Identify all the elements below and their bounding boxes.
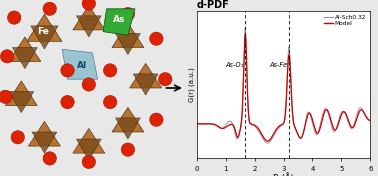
Polygon shape [73, 5, 105, 30]
Text: As-Fe: As-Fe [270, 62, 288, 68]
Polygon shape [76, 16, 101, 37]
Circle shape [150, 113, 163, 126]
Line: Al-Sch0.32: Al-Sch0.32 [197, 28, 370, 143]
X-axis label: R (Å): R (Å) [273, 173, 294, 176]
Polygon shape [76, 139, 101, 160]
Model [368, 120, 373, 122]
Circle shape [8, 11, 21, 24]
Model [300, 134, 305, 137]
Polygon shape [112, 107, 144, 132]
Circle shape [82, 78, 96, 91]
Polygon shape [130, 63, 162, 88]
Circle shape [82, 0, 96, 10]
Polygon shape [27, 14, 62, 41]
Polygon shape [31, 26, 58, 49]
Al-Sch0.32 [368, 119, 373, 121]
Polygon shape [9, 37, 41, 62]
Al-Sch0.32 [300, 134, 305, 137]
Al-Sch0.32 [305, 112, 310, 114]
Polygon shape [112, 23, 144, 48]
Polygon shape [12, 48, 37, 69]
Text: d-PDF: d-PDF [197, 0, 229, 10]
Polygon shape [116, 33, 140, 55]
Model [296, 134, 300, 136]
Polygon shape [32, 132, 57, 153]
Polygon shape [103, 9, 135, 35]
Model [327, 112, 331, 114]
Model [205, 123, 209, 125]
Text: Al: Al [77, 61, 87, 70]
Model [243, 34, 248, 36]
Al-Sch0.32 [296, 134, 300, 136]
Circle shape [104, 64, 117, 77]
Circle shape [0, 50, 14, 63]
Text: As: As [113, 15, 125, 24]
Circle shape [61, 64, 74, 77]
Polygon shape [28, 121, 60, 146]
Al-Sch0.32 [205, 123, 209, 125]
Circle shape [43, 2, 56, 15]
Polygon shape [9, 92, 34, 113]
Polygon shape [73, 128, 105, 153]
Model [344, 115, 349, 117]
Al-Sch0.32 [327, 115, 331, 117]
Al-Sch0.32 [194, 123, 199, 125]
Circle shape [150, 32, 163, 45]
Circle shape [82, 155, 96, 169]
Polygon shape [116, 118, 140, 139]
Al-Sch0.32 [265, 142, 270, 144]
Al-Sch0.32 [243, 27, 248, 29]
Al-Sch0.32 [344, 117, 349, 119]
Circle shape [158, 73, 172, 86]
Circle shape [121, 7, 135, 21]
Circle shape [104, 95, 117, 109]
Circle shape [61, 95, 74, 109]
Model [265, 140, 270, 142]
Polygon shape [62, 49, 98, 79]
Model [305, 114, 310, 116]
Line: Model: Model [197, 35, 370, 141]
Polygon shape [133, 74, 158, 95]
Circle shape [11, 131, 25, 144]
Y-axis label: G(r) (a.u.): G(r) (a.u.) [189, 67, 195, 102]
Circle shape [0, 90, 12, 103]
Text: As-O₁: As-O₁ [226, 62, 244, 68]
Circle shape [121, 143, 135, 156]
Polygon shape [5, 81, 37, 106]
Text: Fe: Fe [37, 27, 49, 36]
Legend: Al-Sch0.32, Model: Al-Sch0.32, Model [322, 14, 367, 27]
Circle shape [43, 152, 56, 165]
Model [194, 123, 199, 125]
